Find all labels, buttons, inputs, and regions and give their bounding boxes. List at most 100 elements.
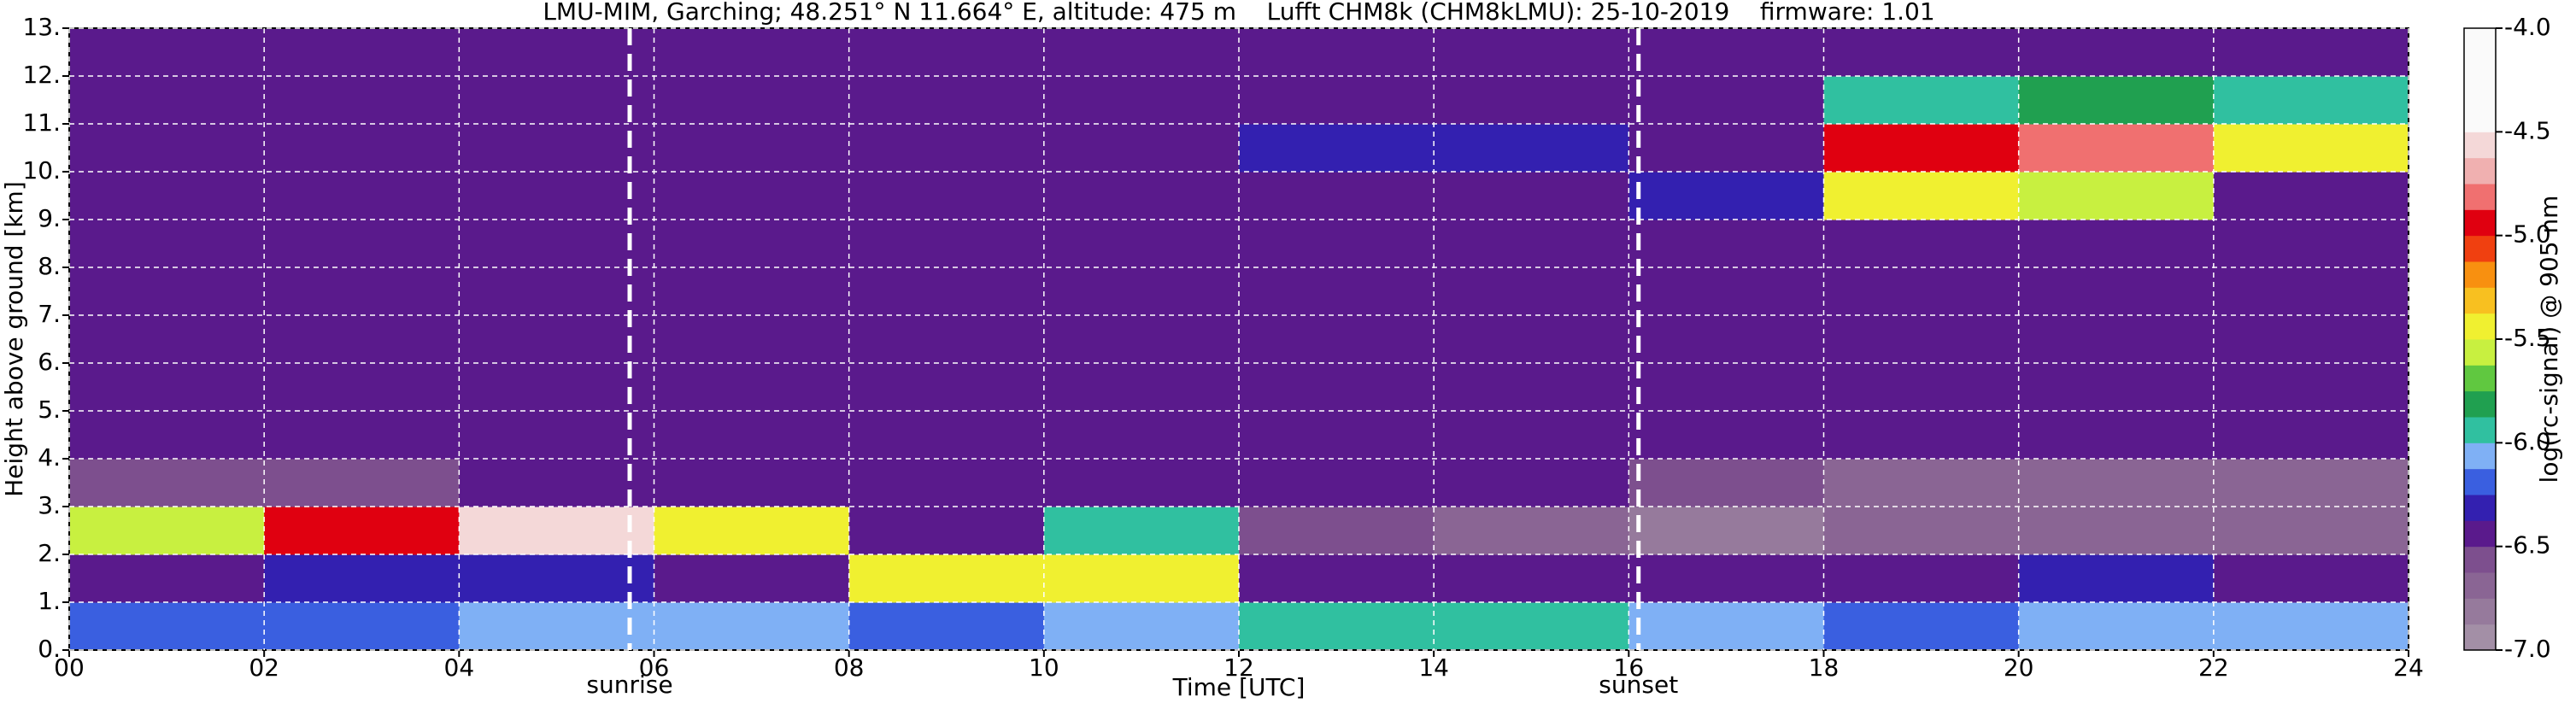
heatmap-cell bbox=[2213, 28, 2409, 77]
heatmap-cell bbox=[1434, 507, 1629, 555]
heatmap-cell bbox=[848, 411, 1045, 460]
heatmap-cell bbox=[654, 220, 850, 268]
heatmap-cell bbox=[2213, 76, 2409, 125]
colorbar-swatch bbox=[2464, 546, 2496, 573]
colorbar-swatch bbox=[2464, 365, 2496, 392]
heatmap-cell bbox=[459, 28, 654, 77]
heatmap-cell bbox=[654, 554, 850, 603]
heatmap-cell bbox=[1823, 124, 2020, 173]
heatmap-cell bbox=[1043, 76, 1240, 125]
heatmap-cell bbox=[459, 411, 654, 460]
heatmap-cell bbox=[69, 602, 265, 651]
colorbar-swatch bbox=[2464, 54, 2496, 81]
heatmap-cell bbox=[654, 172, 850, 220]
colorbar-swatch bbox=[2464, 157, 2496, 185]
heatmap-cell bbox=[1434, 172, 1629, 220]
x-tick-label: 00 bbox=[54, 653, 85, 682]
annotation-label: sunset bbox=[1599, 671, 1678, 699]
colorbar-tick-label: -5.5 bbox=[2504, 324, 2551, 352]
heatmap-cell bbox=[69, 554, 265, 603]
heatmap-cell bbox=[654, 459, 850, 507]
heatmap-cell bbox=[69, 220, 265, 268]
colorbar-swatch bbox=[2464, 390, 2496, 418]
colorbar-swatch bbox=[2464, 339, 2496, 366]
y-tick-label: 5. bbox=[38, 396, 61, 424]
x-tick-label: 18 bbox=[1809, 653, 1840, 682]
x-tick-label: 20 bbox=[2004, 653, 2034, 682]
heatmap-cell bbox=[848, 602, 1045, 651]
heatmap-cell bbox=[2018, 124, 2215, 173]
heatmap-cell bbox=[2213, 602, 2409, 651]
heatmap-cell bbox=[2018, 28, 2215, 77]
heatmap-cell bbox=[264, 28, 460, 77]
heatmap-cell bbox=[1628, 172, 1824, 220]
heatmap-cell bbox=[2018, 363, 2215, 412]
heatmap-cell bbox=[264, 411, 460, 460]
heatmap-cell bbox=[264, 267, 460, 316]
heatmap-cell bbox=[654, 602, 850, 651]
heatmap-cell bbox=[1823, 28, 2020, 77]
heatmap-cell bbox=[1239, 507, 1435, 555]
x-tick-label: 02 bbox=[249, 653, 279, 682]
heatmap-cell bbox=[69, 172, 265, 220]
heatmap-cell bbox=[1434, 124, 1629, 173]
heatmap-cell bbox=[2213, 363, 2409, 412]
heatmap-cell bbox=[2018, 76, 2215, 125]
heatmap-cell bbox=[2018, 411, 2215, 460]
y-tick-label: 10. bbox=[22, 156, 61, 185]
heatmap-cell bbox=[2018, 172, 2215, 220]
heatmap-cell bbox=[1823, 363, 2020, 412]
heatmap-cell bbox=[264, 602, 460, 651]
heatmap-cell bbox=[1628, 602, 1824, 651]
colorbar-swatch bbox=[2464, 79, 2496, 107]
heatmap-cell bbox=[459, 602, 654, 651]
heatmap-cell bbox=[848, 267, 1045, 316]
heatmap-cell bbox=[2018, 220, 2215, 268]
heatmap-cell bbox=[264, 172, 460, 220]
colorbar-swatch bbox=[2464, 28, 2496, 55]
heatmap-cell bbox=[1434, 220, 1629, 268]
x-tick-label: 06 bbox=[639, 653, 670, 682]
heatmap-cell bbox=[459, 459, 654, 507]
heatmap-cell bbox=[1628, 507, 1824, 555]
heatmap-cell bbox=[654, 507, 850, 555]
x-axis-label: Time [UTC] bbox=[1172, 673, 1306, 701]
heatmap-cell bbox=[1239, 172, 1435, 220]
heatmap-cell bbox=[69, 459, 265, 507]
heatmap-cell bbox=[1434, 76, 1629, 125]
heatmap-cell bbox=[848, 459, 1045, 507]
colorbar-swatch bbox=[2464, 287, 2496, 314]
heatmap-cell bbox=[1043, 459, 1240, 507]
y-tick-label: 8. bbox=[38, 252, 61, 280]
colorbar-swatch bbox=[2464, 209, 2496, 237]
heatmap-cell bbox=[848, 363, 1045, 412]
heatmap-cell bbox=[1043, 315, 1240, 364]
heatmap-cell bbox=[264, 507, 460, 555]
annotation-label: sunrise bbox=[586, 671, 672, 699]
heatmap-cell bbox=[654, 411, 850, 460]
heatmap-cell bbox=[1434, 363, 1629, 412]
colorbar-swatch bbox=[2464, 261, 2496, 288]
colorbar-swatch bbox=[2464, 598, 2496, 625]
heatmap-cell bbox=[654, 28, 850, 77]
heatmap-cell bbox=[264, 76, 460, 125]
y-tick-label: 9. bbox=[38, 204, 61, 232]
heatmap-cell bbox=[1043, 220, 1240, 268]
heatmap-cell bbox=[1628, 124, 1824, 173]
heatmap-cell bbox=[848, 507, 1045, 555]
heatmap-cell bbox=[654, 267, 850, 316]
heatmap-cell bbox=[1239, 315, 1435, 364]
heatmap-cell bbox=[69, 124, 265, 173]
heatmap-cell bbox=[2018, 507, 2215, 555]
x-tick-label: 08 bbox=[834, 653, 865, 682]
heatmap-cell bbox=[1239, 411, 1435, 460]
heatmap-cell bbox=[1628, 459, 1824, 507]
y-tick-label: 0. bbox=[38, 635, 61, 663]
heatmap-cell bbox=[848, 220, 1045, 268]
heatmap-cell bbox=[1239, 554, 1435, 603]
heatmap-cell bbox=[1823, 507, 2020, 555]
heatmap-cell bbox=[848, 76, 1045, 125]
heatmap-cell bbox=[1628, 76, 1824, 125]
colorbar-swatch bbox=[2464, 184, 2496, 210]
heatmap-cell bbox=[1823, 554, 2020, 603]
